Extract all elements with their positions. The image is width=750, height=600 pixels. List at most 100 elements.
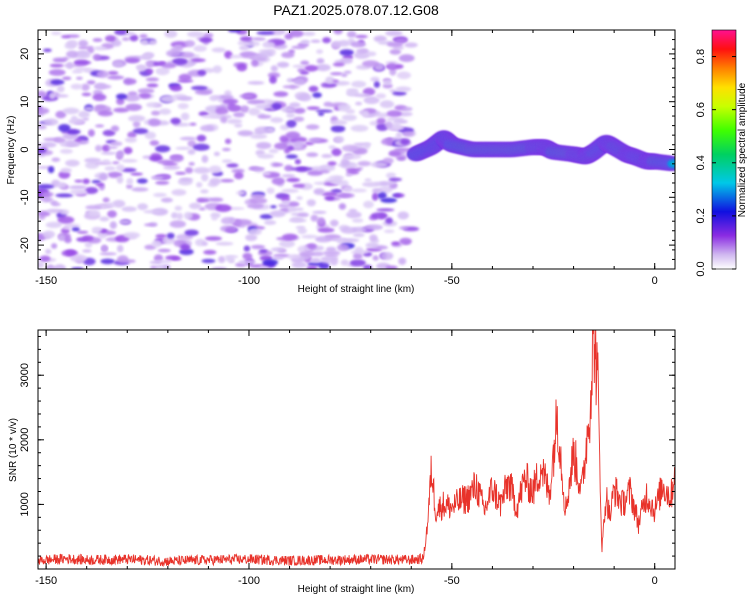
spectrogram-noise-cell [256,142,272,150]
spectrogram-noise-cell [162,237,176,245]
colorbar-tick-label: 0.2 [695,208,707,223]
spectrogram-noise-cell [312,92,322,98]
spectrogram-noise-cell [46,208,63,214]
spectrogram-noise-cell [264,220,277,226]
spectrogram-noise-cell [144,131,156,140]
spectrogram-noise-cell [51,31,62,35]
spectrogram-noise-cell [189,122,197,126]
spectrogram-noise-cell [386,137,393,146]
spectrogram-noise-cell [63,226,71,230]
spectrogram-noise-cell [146,102,159,108]
spectrogram-noise-cell [307,170,323,176]
spectrogram-noise-cell [314,245,324,251]
spectrogram-noise-cell [173,44,183,48]
spectrogram-noise-cell [198,207,206,211]
spectrogram-noise-cell [187,140,196,148]
spectrogram-noise-cell [293,77,306,86]
spectrogram-noise-cell [270,205,277,209]
spectrogram-noise-cell [231,168,245,174]
spectrogram-noise-cell [215,241,234,246]
spectrogram-noise-cell [306,199,316,207]
spectrogram-noise-cell [284,164,293,172]
spectrogram-noise-cell [126,178,134,185]
spectrogram-noise-cell [239,105,250,113]
spectrogram-noise-cell [169,154,184,163]
spectrogram-noise-cell [304,65,318,72]
spectrogram-noise-cell [281,188,300,193]
spectrogram-noise-cell [123,78,137,85]
spectrogram-noise-cell [385,30,403,37]
spectrogram-noise-cell [395,86,412,92]
y-tick-label: 10 [19,96,31,108]
spectrogram-noise-cell [70,188,88,196]
spectrogram-noise-cell [395,132,403,138]
spectrogram-noise-cell [97,110,114,117]
spectrogram-noise-cell [349,259,366,267]
spectrogram-noise-cell [87,129,95,137]
spectrogram-noise-cell [248,228,262,236]
spectrogram-noise-cell [224,227,236,233]
spectrogram-noise-cell [282,85,300,89]
spectrogram-noise-cell [101,144,111,152]
spectrogram-noise-cell [331,148,342,157]
spectrogram-noise-cell [209,177,222,185]
spectrogram-noise-cell [172,57,188,66]
spectrogram-noise-cell [177,103,189,110]
spectrogram-noise-cell [116,244,124,253]
spectrogram-noise-cell [400,138,411,146]
snr-y-ticks: 1000 2000 3000 [19,335,675,557]
spectrogram-noise-cell [380,197,398,203]
spectrogram-noise-cell [73,60,92,65]
spectrogram-noise-cell [346,31,357,38]
spectrogram-noise-cell [372,255,379,261]
spectrogram-noise-cell [41,191,54,197]
spectrogram-noise-cell [361,110,370,118]
spectrogram-noise-cell [148,39,157,45]
spectrogram-noise-cell [340,158,350,167]
spectrogram-noise-cell [157,248,171,253]
spectrogram-noise-cell [259,214,273,220]
spectrogram-noise-cell [332,79,339,83]
x-tick-label: -150 [35,275,57,287]
spectrogram-noise-cell [220,217,235,225]
spectrogram-noise-cell [301,234,318,239]
spectrogram-noise-cell [176,212,183,220]
spectrogram-noise-cell [330,189,343,193]
spectrogram-noise-cell [110,141,123,147]
spectrogram-noise-cell [399,226,409,230]
spectrogram-noise-cell [155,180,170,185]
y-tick-label: -20 [19,237,31,253]
spectrogram-noise-cell [176,96,193,101]
spectrogram-noise-cell [337,103,351,112]
spectrogram-noise-cell [239,94,254,98]
spectrogram-noise-cell [246,99,265,105]
spectrogram-noise-cell [378,186,393,194]
spectrogram-noise-cell [166,49,182,58]
spectrogram-noise-cell [305,124,320,130]
spectrogram-noise-cell [362,181,380,188]
spectrogram-noise-cell [165,255,180,260]
spectrogram-noise-cell [273,91,289,97]
spectrogram-noise-cell [340,259,349,266]
spectrogram-noise-cell [248,55,266,60]
spectrogram-noise-cell [148,118,161,127]
spectrogram-noise-cell [125,184,133,189]
spectrogram-noise-cell [71,69,83,74]
spectrogram-noise-cell [323,250,341,256]
y-tick-label: 20 [19,48,31,60]
spectrogram-noise-cell [345,173,353,177]
spectrogram-noise-cell [185,167,193,174]
spectrogram-noise-cell [299,251,315,257]
spectrogram-noise-cell [341,114,357,121]
spectrogram-noise-cell [132,128,149,135]
spectrogram-noise-cell [262,171,271,176]
spectrogram-noise-cell [293,107,306,114]
spectrogram-noise-cell [293,140,305,149]
spectrogram-noise-cell [236,190,246,196]
spectrogram-noise-cell [286,112,295,118]
spectrogram-noise-cell [363,142,371,150]
spectrogram-noise-cell [146,83,159,88]
spectrogram-noise-cell [370,212,388,220]
spectrogram-noise-cell [341,73,348,78]
spectrogram-noise-cell [43,230,55,239]
